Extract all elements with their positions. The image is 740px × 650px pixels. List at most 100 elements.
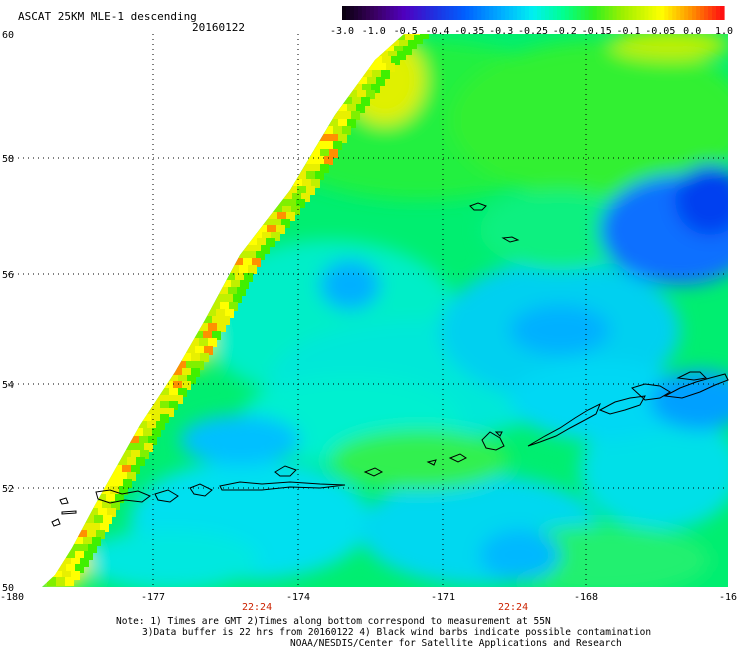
colorbar-segment bbox=[433, 6, 439, 20]
colorbar-segment bbox=[505, 6, 510, 20]
colorbar-segment bbox=[580, 6, 586, 20]
swath-edge-pixel bbox=[203, 331, 212, 340]
swath-edge-pixel bbox=[212, 316, 221, 325]
colorbar-tick-label: 1.0 bbox=[715, 26, 733, 37]
swath-edge-pixel bbox=[138, 421, 147, 430]
swath-edge-pixel bbox=[228, 287, 237, 296]
colorbar-segment bbox=[648, 6, 653, 20]
colorbar-tick-label: -0.25 bbox=[518, 26, 548, 37]
colorbar-segment bbox=[417, 6, 423, 20]
swath-edge-pixel bbox=[362, 84, 371, 93]
swath-edge-pixel bbox=[211, 302, 220, 311]
colorbar-segment bbox=[421, 6, 427, 20]
colorbar-segment bbox=[493, 6, 498, 20]
colorbar-segment bbox=[449, 6, 455, 20]
swath-edge-pixel bbox=[376, 77, 385, 86]
swath-edge-pixel bbox=[126, 443, 135, 452]
swath-edge-pixel bbox=[212, 331, 221, 340]
swath-edge-pixel bbox=[135, 443, 144, 452]
swath-edge-pixel bbox=[156, 421, 165, 430]
colorbar-segment bbox=[413, 6, 419, 20]
swath-edge-pixel bbox=[361, 97, 370, 106]
colorbar-tick-label: -0.1 bbox=[616, 26, 640, 37]
swath-edge-pixel bbox=[356, 104, 365, 113]
swath-edge-pixel bbox=[272, 219, 281, 228]
colorbar-segment bbox=[453, 6, 458, 20]
swath-edge-pixel bbox=[119, 486, 128, 495]
swath-edge-pixel bbox=[286, 212, 295, 221]
swath-edge-pixel bbox=[208, 323, 217, 332]
swath-edge-pixel bbox=[302, 164, 311, 173]
lon-label-171: -171 bbox=[431, 592, 455, 603]
swath-edge-pixel bbox=[367, 77, 376, 86]
swath-edge-pixel bbox=[287, 199, 296, 208]
lat-label-60: 60 bbox=[2, 30, 14, 41]
swath-edge-pixel bbox=[311, 179, 320, 188]
swath-edge-pixel bbox=[107, 508, 116, 517]
swath-edge-pixel bbox=[173, 368, 182, 377]
colorbar-segment bbox=[521, 6, 526, 20]
swath-edge-pixel bbox=[220, 302, 229, 311]
colorbar-tick-label: -3.0 bbox=[330, 26, 354, 37]
swath-edge-pixel bbox=[261, 245, 270, 254]
swath-edge-pixel bbox=[191, 353, 200, 362]
colorbar-segment bbox=[588, 6, 594, 20]
swath-edge-pixel bbox=[306, 156, 315, 165]
swath-edge-pixel bbox=[75, 551, 84, 560]
swath-edge-pixel bbox=[253, 232, 262, 241]
swath-edge-pixel bbox=[215, 294, 224, 303]
colorbar-segment bbox=[397, 6, 403, 20]
swath-edge-pixel bbox=[352, 97, 361, 106]
swath-edge-pixel bbox=[397, 51, 406, 60]
swath-edge-pixel bbox=[329, 149, 338, 158]
swath-edge-pixel bbox=[301, 193, 310, 202]
swath-edge-pixel bbox=[371, 84, 380, 93]
lat-label-50: 50 bbox=[2, 583, 14, 594]
colorbar-segment bbox=[405, 6, 411, 20]
colorbar-segment bbox=[393, 6, 399, 20]
swath-edge-pixel bbox=[82, 523, 91, 532]
swath-edge-pixel bbox=[329, 134, 338, 143]
swath-edge-pixel bbox=[353, 84, 362, 93]
colorbar-segment bbox=[529, 6, 534, 20]
colorbar-segment bbox=[441, 6, 447, 20]
colorbar-segment bbox=[501, 6, 506, 20]
wind-swath bbox=[42, 34, 728, 587]
colorbar-segment bbox=[660, 6, 665, 20]
swath-edge-pixel bbox=[388, 51, 397, 60]
swath-edge-pixel bbox=[222, 280, 231, 289]
swath-edge-pixel bbox=[403, 46, 412, 55]
swath-edge-pixel bbox=[84, 551, 93, 560]
swath-edge-pixel bbox=[263, 219, 272, 228]
swath-edge-pixel bbox=[93, 501, 102, 510]
swath-edge-pixel bbox=[342, 111, 351, 120]
swath-edge-pixel bbox=[368, 63, 377, 72]
colorbar-segment bbox=[513, 6, 518, 20]
swath-edge-pixel bbox=[324, 126, 333, 135]
swath-edge-pixel bbox=[293, 179, 302, 188]
swath-edge-pixel bbox=[408, 40, 417, 49]
colorbar-segment bbox=[533, 6, 538, 20]
note-line-2: 3)Data buffer is 22 hrs from 20160122 4)… bbox=[142, 627, 651, 638]
swath-edge-pixel bbox=[348, 90, 357, 99]
colorbar-segment bbox=[668, 6, 673, 20]
swath-edge-pixel bbox=[240, 280, 249, 289]
swath-edge-pixel bbox=[195, 346, 204, 355]
swath-edge-pixel bbox=[311, 149, 320, 158]
colorbar-segment bbox=[564, 6, 570, 20]
swath-edge-pixel bbox=[131, 450, 140, 459]
swath-edge-pixel bbox=[139, 436, 148, 445]
colorbar-segment bbox=[624, 6, 630, 20]
swath-edge-pixel bbox=[190, 338, 199, 347]
swath-edge-pixel bbox=[390, 40, 399, 49]
colorbar-segment bbox=[544, 6, 550, 20]
swath-edge-pixel bbox=[102, 501, 111, 510]
swath-edge-pixel bbox=[66, 551, 75, 560]
swath-edge-pixel bbox=[147, 408, 156, 417]
swath-edge-pixel bbox=[320, 149, 329, 158]
colorbar-segment bbox=[688, 6, 693, 20]
colorbar-segment bbox=[536, 6, 542, 20]
colorbar-segment bbox=[608, 6, 614, 20]
swath-edge-pixel bbox=[57, 564, 66, 573]
swath-edge-pixel bbox=[66, 564, 75, 573]
